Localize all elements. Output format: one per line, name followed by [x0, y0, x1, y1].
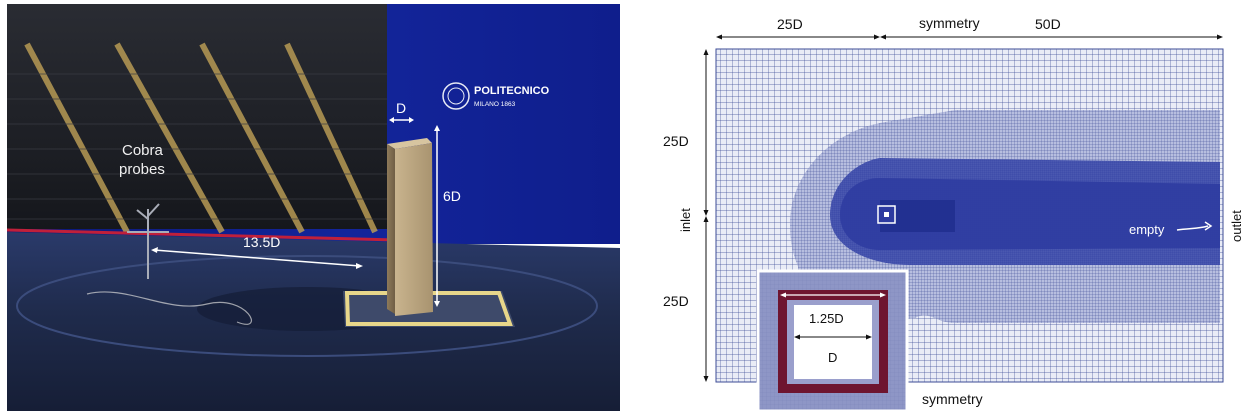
top-label-25d: 25D [777, 16, 803, 32]
probes-label-2: probes [119, 161, 165, 178]
cables [86, 291, 252, 325]
photo-scene: POLITECNICO MILANO 1863 D 6D Cobra probe… [6, 4, 620, 411]
step-lines [7, 73, 387, 220]
empty-label: empty [1129, 222, 1165, 237]
top-label-symmetry: symmetry [919, 15, 980, 31]
logo-text-1: POLITECNICO [474, 85, 550, 97]
inlet-label: inlet [678, 208, 693, 232]
cobra-probe-stand [127, 203, 169, 279]
left-label-upper: 25D [663, 133, 689, 149]
inset-zoom: 1.25D D [756, 269, 909, 413]
inset-label-inner: D [828, 350, 837, 365]
height-label: 6D [443, 188, 461, 204]
prism-front [395, 143, 433, 316]
bottom-label-symmetry: symmetry [922, 391, 983, 407]
mesh-diagram: 25D symmetry 50D 25D 25D inlet outlet em… [630, 0, 1244, 415]
empty-arrow [1176, 225, 1209, 231]
top-label-50d: 50D [1035, 16, 1061, 32]
prism-side [387, 144, 395, 314]
outlet-label: outlet [1229, 210, 1244, 242]
red-edge-light [6, 228, 398, 242]
probes-label-1: Cobra [122, 142, 164, 159]
distance-label: 13.5D [243, 234, 280, 250]
mesh-svg: 25D symmetry 50D 25D 25D inlet outlet em… [663, 15, 1244, 413]
inset-label-outer: 1.25D [809, 311, 844, 326]
turntable [16, 255, 598, 357]
prism-top [387, 138, 432, 149]
stair-strips [24, 42, 378, 234]
politecnico-logo-icon [442, 82, 470, 110]
left-label-lower: 25D [663, 293, 689, 309]
wind-tunnel-photo: POLITECNICO MILANO 1863 D 6D Cobra probe… [6, 4, 620, 411]
distance-arrow [153, 249, 361, 267]
inset-body [794, 305, 872, 379]
width-label: D [396, 100, 406, 116]
logo-text-2: MILANO 1863 [474, 101, 516, 108]
